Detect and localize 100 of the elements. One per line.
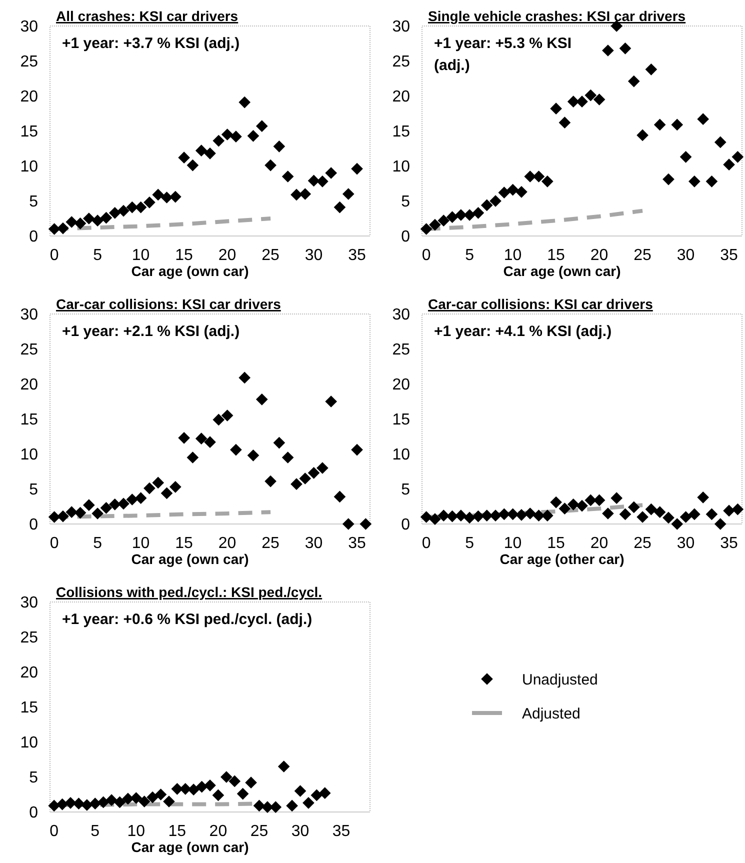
y-tick-label: 25 [20,630,38,647]
point [83,499,95,512]
y-tick-label: 10 [392,158,410,176]
point [490,195,502,207]
x-tick-label: 35 [332,823,350,840]
x-tick-label: 15 [175,535,194,552]
point [480,510,493,522]
legend-label: Adjusted [522,705,580,722]
y-tick-label: 5 [29,194,38,211]
point [256,120,268,132]
y-tick-label: 25 [20,342,38,359]
point [212,414,225,426]
point [220,771,232,783]
point [723,158,735,171]
point [57,510,69,522]
point [264,475,276,488]
point [247,130,260,142]
point [429,218,441,231]
x-tick-label: 30 [676,535,695,552]
x-axis-title: Car age (own car) [131,839,249,855]
y-tick-label: 10 [20,734,38,752]
y-tick-label: 30 [20,306,38,324]
point [92,508,104,520]
x-tick-label: 15 [168,823,186,840]
x-tick-label: 5 [90,823,100,840]
point [671,518,684,530]
point [247,449,260,462]
point [204,779,216,792]
point [680,150,692,163]
point [351,162,363,175]
point [114,796,126,808]
x-tick-label: 25 [262,247,280,264]
point [262,801,274,814]
point [662,512,674,524]
point [671,118,684,131]
y-tick-label: 10 [20,446,38,464]
point [236,788,249,800]
point [688,175,700,188]
point [264,159,276,172]
y-tick-label: 15 [392,124,410,141]
point [299,472,312,484]
point [480,199,493,212]
x-tick-label: 20 [590,247,608,264]
point [342,188,354,200]
point [196,780,208,793]
point [697,113,709,126]
point [360,518,372,530]
x-axis-title: Car age (own car) [503,263,621,279]
point [154,788,167,800]
x-tick-label: 35 [720,247,738,264]
point [204,147,216,160]
x-tick-label: 0 [422,247,431,264]
point [645,503,658,516]
x-tick-label: 20 [218,247,236,264]
point [152,188,164,201]
y-tick-label: 30 [20,18,38,36]
point [464,209,476,221]
point [290,478,302,490]
point [541,175,554,188]
point [714,136,726,148]
point [567,498,580,510]
chart-title: All crashes: KSI car drivers [56,8,238,24]
x-tick-label: 20 [590,535,608,552]
point [316,462,328,474]
point [48,511,60,523]
chart-title: Car-car collisions: KSI car drivers [56,296,282,312]
point [316,175,328,188]
point [723,504,735,517]
x-tick-label: 20 [218,535,236,552]
y-tick-label: 0 [29,228,38,246]
point [550,496,562,508]
point [628,75,640,88]
annotation: +1 year: +2.1 % KSI (adj.) [62,323,240,340]
y-tick-label: 20 [20,88,38,106]
annotation: +1 year: +5.3 % KSI (adj.) [434,35,572,74]
point [221,410,234,422]
point [302,796,314,809]
point [584,89,597,102]
point [228,775,241,788]
point [278,760,290,772]
point [576,96,588,108]
point [97,796,110,808]
point [169,480,182,493]
point [48,223,60,235]
point [273,140,286,152]
x-tick-label: 25 [634,535,652,552]
y-tick-label: 5 [401,194,410,211]
point [342,518,354,530]
point [89,798,102,810]
point [130,792,142,804]
point [56,798,68,810]
point [186,159,199,172]
point [325,167,337,179]
y-tick-label: 15 [392,412,410,429]
point [455,510,467,522]
point [282,452,294,464]
point [256,393,268,406]
y-tick-label: 15 [20,412,38,429]
point [654,506,666,518]
y-tick-label: 20 [392,376,410,394]
